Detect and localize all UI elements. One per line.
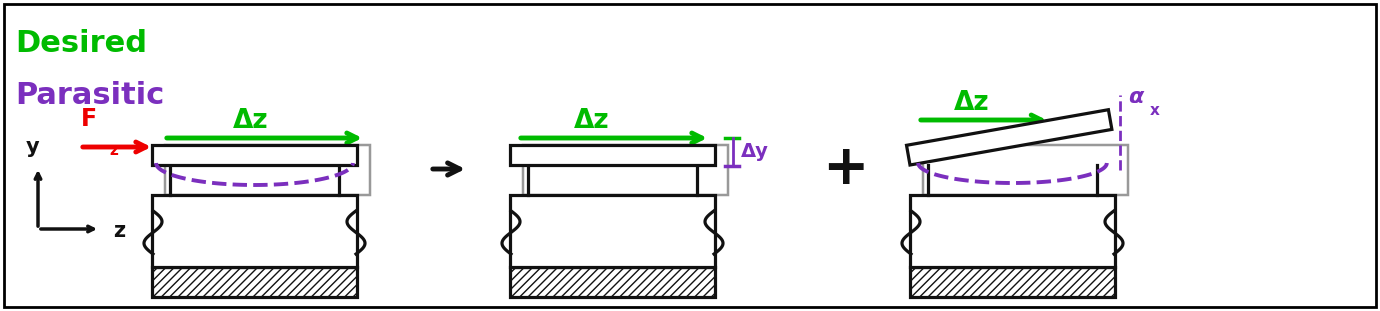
Bar [152, 195, 357, 267]
Text: Δy: Δy [741, 142, 769, 161]
Text: y: y [26, 137, 40, 157]
Bar [152, 145, 357, 165]
FancyBboxPatch shape [4, 4, 1376, 307]
Text: z: z [109, 143, 117, 158]
Text: F: F [81, 107, 97, 131]
Polygon shape [907, 110, 1112, 165]
Bar [923, 145, 1127, 195]
Text: Δz: Δz [954, 90, 989, 116]
Text: z: z [113, 221, 126, 241]
Bar [511, 267, 715, 297]
Bar [523, 145, 729, 195]
Text: α: α [1127, 87, 1143, 107]
Bar [152, 267, 357, 297]
Text: Δz: Δz [574, 108, 610, 134]
Text: Parasitic: Parasitic [15, 81, 164, 110]
Bar [166, 145, 370, 195]
Text: x: x [1150, 103, 1159, 118]
Text: Desired: Desired [15, 29, 148, 58]
Text: Δz: Δz [233, 108, 268, 134]
Bar [909, 267, 1115, 297]
Bar [511, 195, 715, 267]
Bar [511, 145, 715, 165]
Text: +: + [821, 142, 868, 196]
Bar [909, 195, 1115, 267]
